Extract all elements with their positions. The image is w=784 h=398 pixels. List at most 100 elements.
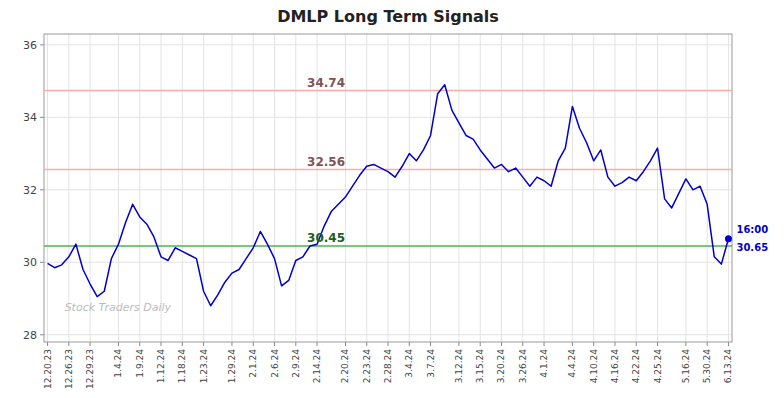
x-tick-label: 3.15.24: [475, 349, 485, 384]
x-grid-line: [47, 34, 48, 342]
x-tick: [501, 342, 502, 346]
x-tick: [118, 342, 119, 346]
x-grid-line: [90, 34, 91, 342]
x-tick: [480, 342, 481, 346]
plot-frame: [44, 34, 732, 342]
y-tick: [40, 44, 44, 45]
x-grid-line: [728, 34, 729, 342]
x-grid-line: [231, 34, 232, 342]
x-tick: [47, 342, 48, 346]
y-tick: [40, 117, 44, 118]
x-tick: [231, 342, 232, 346]
x-grid-line: [501, 34, 502, 342]
x-grid-line: [345, 34, 346, 342]
last-price-label: 30.65: [736, 242, 768, 253]
x-grid-line: [614, 34, 615, 342]
x-tick: [636, 342, 637, 346]
y-tick-label: 36: [23, 39, 37, 52]
x-tick: [728, 342, 729, 346]
x-grid-line: [522, 34, 523, 342]
x-tick: [685, 342, 686, 346]
level-line: [44, 245, 732, 247]
x-tick-label: 3.26.24: [518, 349, 528, 384]
x-tick-label: 1.29.24: [227, 349, 237, 384]
x-tick: [572, 342, 573, 346]
x-tick-label: 4.25.24: [653, 349, 663, 384]
x-grid-line: [430, 34, 431, 342]
x-grid-line: [458, 34, 459, 342]
x-grid-line: [139, 34, 140, 342]
x-tick: [430, 342, 431, 346]
x-tick-label: 6.13.24: [723, 349, 733, 384]
x-tick: [544, 342, 545, 346]
x-grid-line: [685, 34, 686, 342]
x-grid-line: [544, 34, 545, 342]
x-tick: [388, 342, 389, 346]
x-tick-label: 2.23.24: [362, 349, 372, 384]
level-line: [44, 169, 732, 171]
level-label: 34.74: [307, 76, 345, 90]
plot-area: [44, 85, 732, 306]
x-tick-label: 12.29.23: [85, 349, 95, 389]
x-tick: [614, 342, 615, 346]
x-tick-label: 2.28.24: [383, 349, 393, 384]
x-tick: [161, 342, 162, 346]
y-tick: [40, 334, 44, 335]
chart: DMLP Long Term Signals 28 30 32 34 36 12.20.23…: [0, 0, 784, 398]
x-tick-label: 3.12.24: [454, 349, 464, 384]
y-tick-label: 28: [23, 329, 37, 342]
x-grid-line: [409, 34, 410, 342]
x-tick: [317, 342, 318, 346]
x-tick-label: 12.20.23: [43, 349, 53, 389]
x-tick-label: 1.9.24: [135, 349, 145, 378]
x-grid-line: [253, 34, 254, 342]
x-tick: [295, 342, 296, 346]
x-tick: [657, 342, 658, 346]
x-tick: [90, 342, 91, 346]
x-tick-label: 1.23.24: [199, 349, 209, 384]
x-tick-label: 4.10.24: [589, 349, 599, 384]
x-grid-line: [68, 34, 69, 342]
x-tick-label: 2.9.24: [291, 349, 301, 378]
x-tick-label: 5.30.24: [702, 349, 712, 384]
x-tick-label: 3.4.24: [404, 349, 414, 378]
x-tick: [707, 342, 708, 346]
x-tick: [68, 342, 69, 346]
level-label: 30.45: [307, 231, 345, 245]
y-tick-label: 30: [23, 256, 37, 269]
x-tick-label: 1.4.24: [113, 349, 123, 378]
x-tick-label: 4.4.24: [567, 349, 577, 378]
grid: [44, 34, 732, 342]
y-tick: [40, 189, 44, 190]
y-tick-label: 34: [23, 111, 37, 124]
x-tick-label: 4.16.24: [610, 349, 620, 384]
x-tick-label: 2.6.24: [270, 349, 280, 378]
x-tick-label: 12.26.23: [64, 349, 74, 389]
x-tick-label: 2.14.24: [312, 349, 322, 384]
level-line: [44, 90, 732, 92]
x-grid-line: [707, 34, 708, 342]
x-grid-line: [182, 34, 183, 342]
x-tick: [458, 342, 459, 346]
x-tick: [409, 342, 410, 346]
x-grid-line: [203, 34, 204, 342]
x-tick: [345, 342, 346, 346]
x-grid-line: [657, 34, 658, 342]
x-grid-line: [572, 34, 573, 342]
x-grid-line: [388, 34, 389, 342]
x-tick: [593, 342, 594, 346]
watermark: Stock Traders Daily: [65, 301, 172, 314]
x-tick-label: 4.1.24: [539, 349, 549, 378]
x-tick: [139, 342, 140, 346]
x-grid-line: [593, 34, 594, 342]
x-grid-line: [295, 34, 296, 342]
x-grid-line: [480, 34, 481, 342]
last-time-label: 16:00: [736, 224, 768, 235]
x-tick-label: 5.16.24: [681, 349, 691, 384]
x-tick: [366, 342, 367, 346]
y-tick-label: 32: [23, 184, 37, 197]
price-line: [48, 85, 729, 306]
x-tick-label: 2.20.24: [340, 349, 350, 384]
x-tick-label: 1.18.24: [177, 349, 187, 384]
title: DMLP Long Term Signals: [277, 7, 499, 26]
